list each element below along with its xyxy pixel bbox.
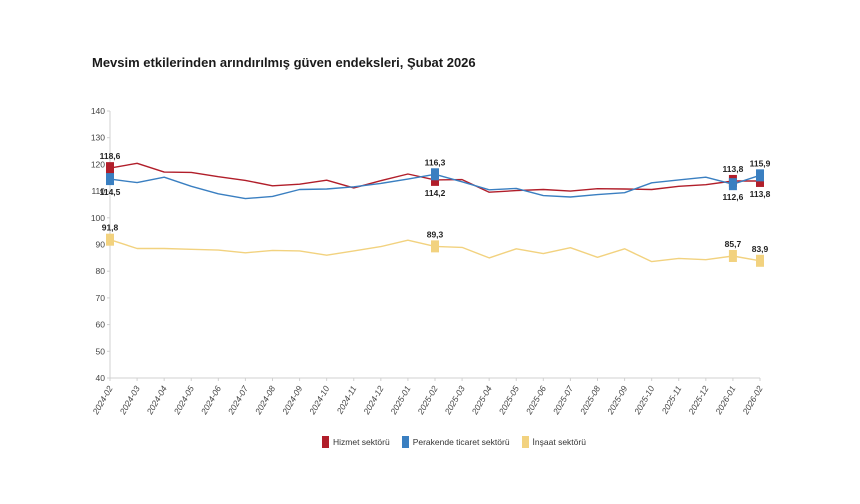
legend-swatch-insaat — [521, 436, 529, 448]
marker-perakende — [106, 173, 114, 186]
x-tick-label: 2025-07 — [550, 384, 575, 417]
y-tick-label: 60 — [96, 320, 106, 330]
data-label-hizmet: 118,6 — [100, 151, 121, 161]
legend-label-perakende: Perakende ticaret sektörü — [412, 437, 510, 447]
y-tick-label: 120 — [91, 159, 105, 169]
legend-label-insaat: İnşaat sektörü — [532, 437, 586, 447]
x-tick-label: 2025-11 — [659, 384, 684, 417]
data-label-hizmet: 113,8 — [750, 189, 771, 199]
legend-item-hizmet: Hizmet sektörü — [322, 436, 390, 448]
data-label-perakende: 114,5 — [100, 187, 121, 197]
y-tick-label: 80 — [96, 266, 106, 276]
y-tick-label: 130 — [91, 133, 105, 143]
x-tick-label: 2025-03 — [442, 384, 467, 417]
legend-swatch-hizmet — [322, 436, 329, 448]
y-tick-label: 40 — [96, 373, 106, 383]
legend-item-insaat: İnşaat sektörü — [521, 436, 586, 448]
data-label-insaat: 85,7 — [725, 239, 742, 249]
x-axis: 2024-02 2024-03 2024-04 2024-05 2024-06 2024-… — [90, 377, 765, 417]
data-label-perakende: 112,6 — [723, 192, 744, 202]
y-tick-label: 140 — [91, 106, 105, 116]
chart-title: Mevsim etkilerinden arındırılmış güven e… — [92, 55, 476, 70]
y-tick-label: 110 — [91, 186, 105, 196]
x-tick-label: 2025-09 — [605, 384, 630, 417]
data-label-hizmet: 113,8 — [723, 164, 744, 174]
data-label-insaat: 83,9 — [752, 244, 769, 254]
x-tick-label: 2026-02 — [740, 384, 765, 417]
marker-hizmet — [106, 162, 114, 175]
marker-perakende — [728, 178, 737, 191]
x-tick-label: 2024-11 — [334, 384, 359, 417]
x-tick-label: 2025-04 — [469, 384, 494, 417]
x-tick-label: 2025-10 — [632, 384, 657, 417]
y-tick-label: 100 — [91, 213, 105, 223]
data-label-insaat: 91,8 — [102, 223, 119, 233]
x-tick-label: 2024-04 — [144, 384, 169, 417]
marker-perakende — [756, 169, 764, 182]
x-tick-label: 2025-12 — [686, 384, 711, 417]
data-labels: 118,6 114,2 113,8 113,8 114,5 116,3 112,6 115,9… — [100, 151, 771, 254]
marker-insaat — [106, 233, 114, 246]
y-tick-label: 70 — [96, 293, 106, 303]
data-label-hizmet: 114,2 — [425, 188, 446, 198]
x-tick-label: 2026-01 — [713, 384, 738, 417]
x-tick-label: 2025-08 — [577, 384, 602, 417]
y-tick-label: 50 — [96, 346, 106, 356]
x-tick-label: 2025-06 — [523, 384, 548, 417]
x-tick-label: 2024-10 — [307, 384, 332, 417]
x-tick-label: 2024-02 — [90, 384, 115, 417]
x-tick-label: 2024-05 — [171, 384, 196, 417]
data-label-insaat: 89,3 — [427, 229, 444, 239]
x-tick-label: 2025-01 — [388, 384, 413, 417]
legend: Hizmet sektörü Perakende ticaret sektörü… — [322, 436, 586, 448]
legend-label-hizmet: Hizmet sektörü — [333, 437, 390, 447]
x-tick-label: 2024-03 — [117, 384, 142, 417]
y-tick-label: 90 — [96, 240, 106, 250]
legend-item-perakende: Perakende ticaret sektörü — [401, 436, 510, 448]
x-tick-label: 2024-07 — [225, 384, 250, 417]
x-tick-label: 2024-06 — [198, 384, 223, 417]
x-tick-label: 2024-08 — [252, 384, 277, 417]
x-tick-label: 2025-05 — [496, 384, 521, 417]
marker-insaat — [728, 249, 737, 262]
x-tick-label: 2024-12 — [361, 384, 386, 417]
marker-insaat — [431, 240, 439, 253]
series-markers — [106, 162, 764, 267]
marker-insaat — [756, 254, 764, 267]
legend-swatch-perakende — [401, 436, 409, 448]
data-label-perakende: 115,9 — [750, 158, 771, 168]
x-tick-label: 2024-09 — [280, 384, 305, 417]
data-label-perakende: 116,3 — [425, 157, 446, 167]
x-tick-label: 2025-02 — [415, 384, 440, 417]
marker-perakende — [431, 168, 439, 181]
